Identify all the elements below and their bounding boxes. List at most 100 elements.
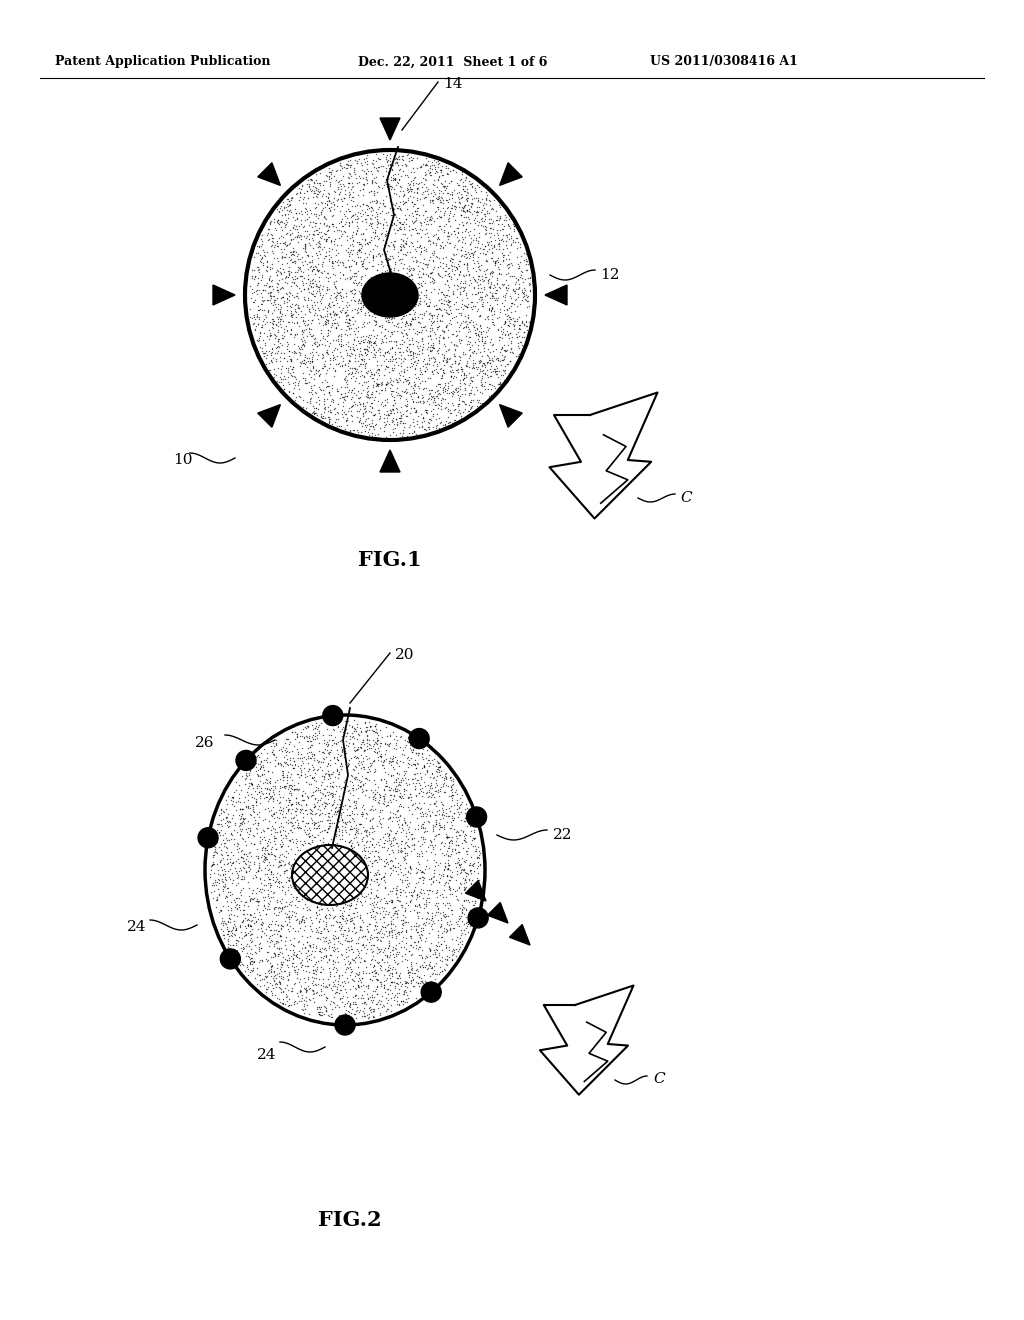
Point xyxy=(423,385,439,407)
Point xyxy=(456,197,472,218)
Point xyxy=(467,269,483,290)
Point xyxy=(357,722,374,743)
Point xyxy=(300,886,316,907)
Point xyxy=(351,411,368,432)
Point xyxy=(416,792,432,813)
Point xyxy=(377,829,393,850)
Point xyxy=(401,730,418,751)
Point xyxy=(423,334,439,355)
Point xyxy=(287,800,303,821)
Point xyxy=(358,209,375,230)
Point xyxy=(438,314,455,335)
Point xyxy=(369,216,385,238)
Point xyxy=(366,418,382,440)
Point xyxy=(229,842,246,863)
Point xyxy=(236,792,252,813)
Point xyxy=(435,202,452,223)
Point xyxy=(422,263,438,284)
Point xyxy=(316,739,333,760)
Point xyxy=(364,160,380,181)
Point xyxy=(389,857,406,878)
Point xyxy=(446,180,463,201)
Point xyxy=(282,775,298,796)
Point xyxy=(341,317,357,338)
Point xyxy=(467,284,483,305)
Point xyxy=(259,760,275,781)
Point xyxy=(451,222,467,243)
Point xyxy=(228,867,245,888)
Point xyxy=(389,197,406,218)
Point xyxy=(329,313,345,334)
Point xyxy=(242,953,258,974)
Point xyxy=(388,944,404,965)
Point xyxy=(420,296,436,317)
Point xyxy=(376,756,392,777)
Point xyxy=(379,301,395,322)
Point xyxy=(423,970,439,991)
Point xyxy=(331,890,347,911)
Point xyxy=(410,173,426,194)
Point xyxy=(364,172,380,193)
Point xyxy=(355,846,372,867)
Point xyxy=(298,397,314,418)
Point xyxy=(324,783,340,804)
Point xyxy=(379,795,395,816)
Point xyxy=(339,352,355,374)
Point xyxy=(272,919,289,940)
Point xyxy=(354,253,371,275)
Text: C: C xyxy=(680,491,691,506)
Point xyxy=(375,315,391,337)
Point xyxy=(241,857,257,878)
Point xyxy=(511,277,527,298)
Point xyxy=(395,807,412,828)
Point xyxy=(331,810,347,832)
Point xyxy=(342,162,358,183)
Point xyxy=(360,787,377,808)
Point xyxy=(444,393,461,414)
Point xyxy=(298,824,314,845)
Point xyxy=(327,845,343,866)
Point xyxy=(386,900,402,921)
Point xyxy=(426,338,442,359)
Point xyxy=(386,168,402,189)
Point xyxy=(311,873,328,894)
Point xyxy=(378,374,394,395)
Point xyxy=(264,317,281,338)
Point xyxy=(461,247,477,268)
Point xyxy=(345,970,361,991)
Point xyxy=(220,911,237,932)
Point xyxy=(278,825,294,846)
Point xyxy=(357,875,374,896)
Point xyxy=(358,194,375,215)
Point xyxy=(357,821,374,842)
Point xyxy=(310,940,327,961)
Point xyxy=(369,994,385,1015)
Point xyxy=(398,957,415,978)
Point xyxy=(444,770,461,791)
Point xyxy=(466,383,482,404)
Point xyxy=(328,244,344,265)
Point xyxy=(289,837,305,858)
Point xyxy=(439,825,456,846)
Point xyxy=(424,907,440,928)
Point xyxy=(263,228,280,249)
Point xyxy=(414,777,430,799)
Point xyxy=(319,987,336,1008)
Point xyxy=(385,380,401,401)
Point xyxy=(423,830,439,851)
Point xyxy=(261,928,278,949)
Point xyxy=(270,817,287,838)
Point xyxy=(366,325,382,346)
Point xyxy=(410,367,426,388)
Point xyxy=(463,909,479,931)
Point xyxy=(285,228,301,249)
Point xyxy=(385,936,401,957)
Point xyxy=(333,330,349,351)
Point xyxy=(292,982,308,1003)
Point xyxy=(380,979,396,1001)
Point xyxy=(379,408,395,429)
Point xyxy=(250,846,266,867)
Point xyxy=(220,878,237,899)
Point xyxy=(252,969,268,990)
Point xyxy=(269,260,286,281)
